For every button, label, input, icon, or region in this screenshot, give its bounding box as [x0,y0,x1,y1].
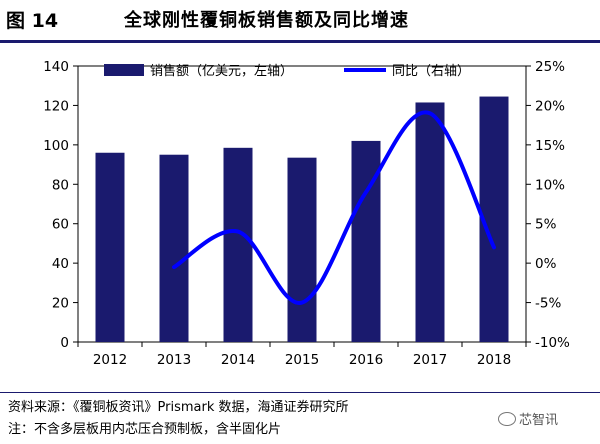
x-axis-tick-label: 2016 [349,352,383,368]
left-axis-tick-label: 40 [52,256,69,272]
bar-2017 [415,102,445,342]
left-axis-tick-label: 120 [43,98,69,114]
x-axis-tick-label: 2014 [221,352,255,368]
x-axis-tick-label: 2018 [477,352,511,368]
bar-2013 [159,154,189,342]
bar-2012 [95,152,125,342]
right-axis-tick-label: 20% [535,98,565,114]
figure-title: 全球刚性覆铜板销售额及同比增速 [124,10,409,31]
line-series [172,110,496,305]
watermark-text: 芯智讯 [519,413,559,428]
left-axis-tick-label: 140 [43,59,69,75]
legend-label-line: 同比（右轴） [392,64,470,79]
footer-rule [0,392,600,393]
figure-label: 图 14 [6,10,59,32]
chart-axes: 0 20 40 60 80 100 120 140 -10% -5% 0% 5% 10% 15% 20% 25… [43,59,570,368]
x-axis-tick-label: 2013 [157,352,191,368]
right-axis-tick-label: 15% [535,138,565,154]
right-axis-tick-label: -5% [535,296,561,312]
footnote: 注：不含多层板用内芯压合预制板，含半固化片 [8,422,282,437]
header-rule [0,40,600,43]
legend: 销售额（亿美元，左轴） 同比（右轴） [104,63,470,79]
wechat-icon [498,412,516,426]
source-note: 资料来源：《覆铜板资讯》Prismark 数据，海通证券研究所 [8,400,349,415]
right-axis-tick-label: 0% [535,256,557,272]
left-axis-tick-label: 80 [52,177,69,193]
bar-2014 [223,147,253,342]
right-axis-tick-label: 25% [535,59,565,75]
left-axis-tick-label: 60 [52,217,69,233]
left-axis-tick-label: 0 [60,335,69,351]
bar-2015 [287,157,317,342]
right-axis-tick-label: -10% [535,335,570,351]
figure-header: 图 14 全球刚性覆铜板销售额及同比增速 [0,0,600,43]
x-axis-tick-label: 2015 [285,352,319,368]
watermark: 芯智讯 [498,409,558,428]
right-axis-tick-label: 5% [535,217,557,233]
bar-2016 [351,140,381,342]
left-axis-tick-label: 20 [52,296,69,312]
legend-label-bar: 销售额（亿美元，左轴） [150,63,293,79]
yoy-growth-line [172,110,496,305]
x-axis-tick-label: 2012 [93,352,127,368]
x-axis-tick-label: 2017 [413,352,447,368]
right-axis-tick-label: 10% [535,177,565,193]
chart: 0 20 40 60 80 100 120 140 -10% -5% 0% 5% 10% 15% 20% 25… [43,59,570,368]
left-axis-tick-label: 100 [43,138,69,154]
bar-series [95,96,509,342]
legend-swatch-bar [104,64,144,76]
